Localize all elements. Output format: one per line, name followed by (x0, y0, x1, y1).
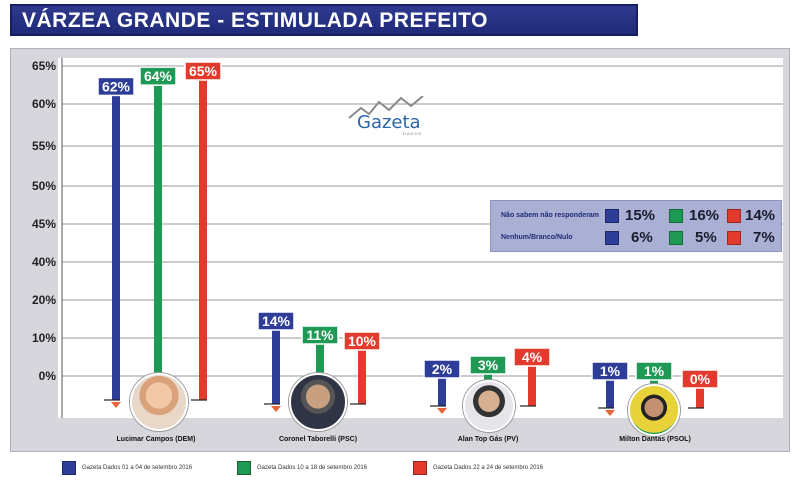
y-tick-label: 65% (32, 59, 56, 73)
title-bar: VÁRZEA GRANDE - ESTIMULADA PREFEITO (0, 0, 800, 40)
y-tick-label: 45% (32, 217, 56, 231)
logo-chart-icon (348, 95, 424, 119)
data-label: 2% (432, 361, 453, 377)
y-tick-label: 20% (32, 293, 56, 307)
bar (528, 366, 536, 406)
y-tick-label: 0% (39, 369, 57, 383)
data-label-box (184, 61, 222, 81)
legend-label: Gazeta Dados 10 a 18 de setembro 2016 (257, 465, 368, 471)
candidate-photo-lucimar (130, 373, 188, 431)
marker-triangle (111, 402, 121, 408)
y-tick-label: 55% (32, 139, 56, 153)
data-label-box (469, 355, 507, 375)
bar (272, 330, 280, 404)
data-label-box (257, 311, 295, 331)
data-label: 0% (690, 371, 711, 387)
legend-item-series1: Gazeta Dados 01 a 04 de setembro 2016 (62, 461, 192, 475)
summary-swatch-series3 (727, 231, 741, 245)
summary-label-undecided: Não sabem não responderam (501, 212, 600, 219)
category-label: Alan Top Gás (PV) (457, 436, 519, 443)
data-label: 65% (189, 63, 218, 79)
chart-title: VÁRZEA GRANDE - ESTIMULADA PREFEITO (22, 9, 488, 32)
data-label: 1% (644, 363, 665, 379)
summary-value: 5% (695, 229, 717, 246)
summary-value: 7% (753, 229, 775, 246)
y-tick-label: 40% (32, 255, 56, 269)
candidate-photo-taborelli (289, 373, 347, 431)
y-tick-label: 60% (32, 97, 56, 111)
data-label-box (139, 66, 177, 86)
summary-label-null: Nenhum/Branco/Nulo (501, 234, 573, 241)
candidate-photo-alan (463, 380, 515, 432)
data-label-box (423, 359, 461, 379)
bar (696, 388, 704, 408)
bar (154, 85, 162, 400)
summary-swatch-series2 (669, 231, 683, 245)
summary-value: 6% (631, 229, 653, 246)
data-label: 62% (102, 78, 131, 94)
marker-triangle (605, 410, 615, 416)
summary-value: 15% (625, 207, 656, 224)
summary-swatch-series2 (669, 209, 683, 223)
data-label-box (301, 325, 339, 345)
y-tick-label: 10% (32, 331, 56, 345)
data-label: 10% (348, 333, 377, 349)
category-label: Coronel Taborelli (PSC) (278, 436, 358, 443)
bar (606, 380, 614, 408)
legend-swatch (413, 461, 427, 475)
title-band: VÁRZEA GRANDE - ESTIMULADA PREFEITO (10, 4, 638, 36)
data-label-box (343, 331, 381, 351)
bar (358, 350, 366, 404)
bar (438, 378, 446, 406)
marker-triangle (437, 408, 447, 414)
legend-item-series3: Gazeta Dados 22 a 24 de setembro 2016 (413, 461, 543, 475)
data-label-box (513, 347, 551, 367)
y-tick-label: 50% (32, 179, 56, 193)
data-label: 11% (306, 327, 334, 343)
data-label: 14% (262, 313, 291, 329)
candidate-photo-milton (628, 384, 680, 436)
gazeta-logo: Gazeta DADOS (345, 95, 440, 138)
summary-box: Não sabem não responderam 15% 16% 14% Ne… (490, 200, 782, 252)
data-label: 1% (600, 363, 621, 379)
data-label-box (591, 361, 629, 381)
data-label-box (681, 369, 719, 389)
marker-triangle (271, 406, 281, 412)
summary-swatch-series3 (727, 209, 741, 223)
summary-swatch-series1 (605, 209, 619, 223)
data-label-box (97, 76, 135, 97)
summary-swatch-series1 (605, 231, 619, 245)
category-label: Lucimar Campos (DEM) (116, 436, 196, 443)
data-label: 4% (522, 349, 543, 365)
data-label: 3% (478, 357, 499, 373)
bar (199, 80, 207, 400)
summary-value: 14% (745, 207, 776, 224)
legend-swatch (62, 461, 76, 475)
bar (112, 95, 120, 401)
legend-swatch (237, 461, 251, 475)
data-label: 64% (144, 68, 173, 84)
logo-subtext: DADOS (403, 131, 423, 136)
legend-item-series2: Gazeta Dados 10 a 18 de setembro 2016 (237, 461, 367, 475)
legend-label: Gazeta Dados 22 a 24 de setembro 2016 (433, 465, 544, 471)
summary-value: 16% (689, 207, 720, 224)
legend-label: Gazeta Dados 01 a 04 de setembro 2016 (82, 465, 193, 471)
logo-text: Gazeta (357, 112, 421, 133)
data-label-box (635, 361, 673, 381)
category-label: Milton Dantas (PSOL) (619, 436, 691, 443)
